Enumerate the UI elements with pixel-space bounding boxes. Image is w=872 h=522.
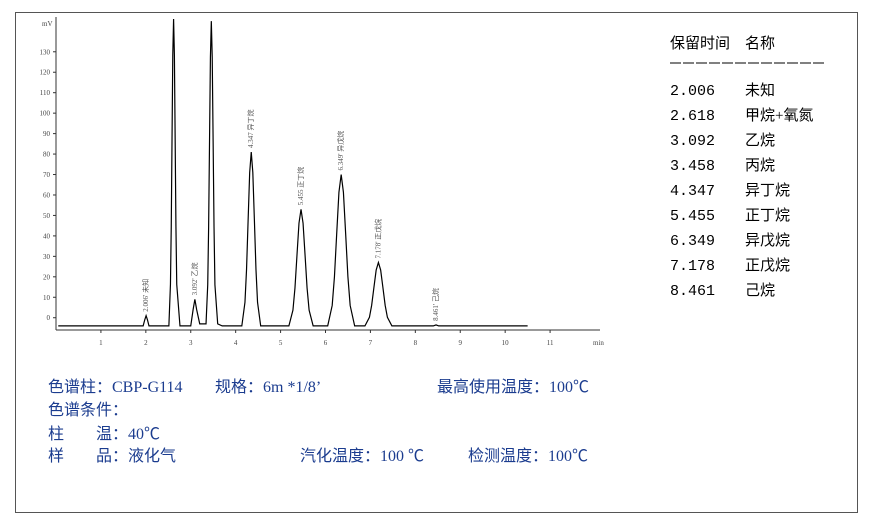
condition: 色谱柱：CBP-G114 bbox=[48, 378, 183, 396]
retention-time: 2.618 bbox=[670, 108, 715, 125]
y-tick-label: 40 bbox=[43, 232, 51, 240]
retention-time: 2.006 bbox=[670, 83, 715, 100]
x-tick-label: 6 bbox=[324, 339, 328, 347]
retention-time: 3.458 bbox=[670, 158, 715, 175]
x-tick-label: 3 bbox=[189, 339, 193, 347]
condition: 样 品：液化气 bbox=[48, 447, 176, 465]
y-tick-label: 90 bbox=[43, 130, 51, 138]
component-name: 正丁烷 bbox=[745, 207, 790, 224]
condition: 最高使用温度：100℃ bbox=[437, 378, 589, 396]
condition: 色谱条件： bbox=[48, 401, 128, 419]
peak-label: 5.455 正丁烷 bbox=[296, 167, 305, 206]
x-tick-label: 9 bbox=[459, 339, 463, 347]
condition: 汽化温度：100 ℃ bbox=[300, 447, 424, 465]
condition: 规格：6m *1/8’ bbox=[215, 378, 321, 396]
peak-label: 3.092' 乙烷 bbox=[190, 263, 199, 296]
x-axis-label: min bbox=[593, 339, 604, 347]
condition: 检测温度：100℃ bbox=[468, 447, 588, 465]
y-tick-label: 100 bbox=[40, 110, 51, 118]
table-header: 保留时间 bbox=[670, 35, 730, 52]
component-name: 异戊烷 bbox=[745, 232, 790, 249]
peak-label: 8.461' 己烷 bbox=[431, 288, 440, 321]
y-tick-label: 70 bbox=[43, 171, 51, 179]
y-tick-label: 0 bbox=[47, 314, 51, 322]
x-tick-label: 11 bbox=[547, 339, 554, 347]
y-tick-label: 30 bbox=[43, 253, 51, 261]
y-axis-label: mV bbox=[42, 20, 53, 28]
retention-time: 5.455 bbox=[670, 208, 715, 225]
peak-label: 7.178' 正戊烷 bbox=[373, 219, 382, 259]
y-tick-label: 60 bbox=[43, 191, 51, 199]
component-name: 乙烷 bbox=[745, 132, 775, 149]
y-tick-label: 130 bbox=[40, 48, 51, 56]
component-name: 己烷 bbox=[745, 282, 775, 299]
frame bbox=[15, 12, 858, 513]
table-header: 名称 bbox=[745, 35, 775, 52]
x-tick-label: 2 bbox=[144, 339, 148, 347]
retention-time: 6.349 bbox=[670, 233, 715, 250]
y-tick-label: 110 bbox=[40, 89, 51, 97]
condition: 柱 温：40℃ bbox=[48, 425, 160, 443]
x-tick-label: 8 bbox=[414, 339, 418, 347]
x-tick-label: 5 bbox=[279, 339, 283, 347]
y-tick-label: 20 bbox=[43, 273, 51, 281]
x-tick-label: 7 bbox=[369, 339, 373, 347]
retention-time: 8.461 bbox=[670, 283, 715, 300]
retention-time: 4.347 bbox=[670, 183, 715, 200]
y-tick-label: 80 bbox=[43, 151, 51, 159]
retention-time: 7.178 bbox=[670, 258, 715, 275]
component-name: 正戊烷 bbox=[745, 257, 790, 274]
component-name: 丙烷 bbox=[745, 157, 775, 174]
x-tick-label: 4 bbox=[234, 339, 238, 347]
retention-time: 3.092 bbox=[670, 133, 715, 150]
peak-label: 4.347 异丁烷 bbox=[246, 110, 255, 149]
x-tick-label: 1 bbox=[99, 339, 103, 347]
signal-line bbox=[58, 19, 528, 327]
y-tick-label: 10 bbox=[43, 294, 51, 302]
peak-label: 2.006' 未知 bbox=[141, 279, 150, 312]
y-tick-label: 50 bbox=[43, 212, 51, 220]
component-name: 未知 bbox=[745, 82, 775, 99]
y-tick-label: 120 bbox=[40, 69, 51, 77]
component-name: 异丁烷 bbox=[745, 182, 790, 199]
component-name: 甲烷+氧氮 bbox=[745, 107, 813, 124]
peak-label: 6.349' 异戊烷 bbox=[336, 131, 345, 171]
x-tick-label: 10 bbox=[502, 339, 510, 347]
